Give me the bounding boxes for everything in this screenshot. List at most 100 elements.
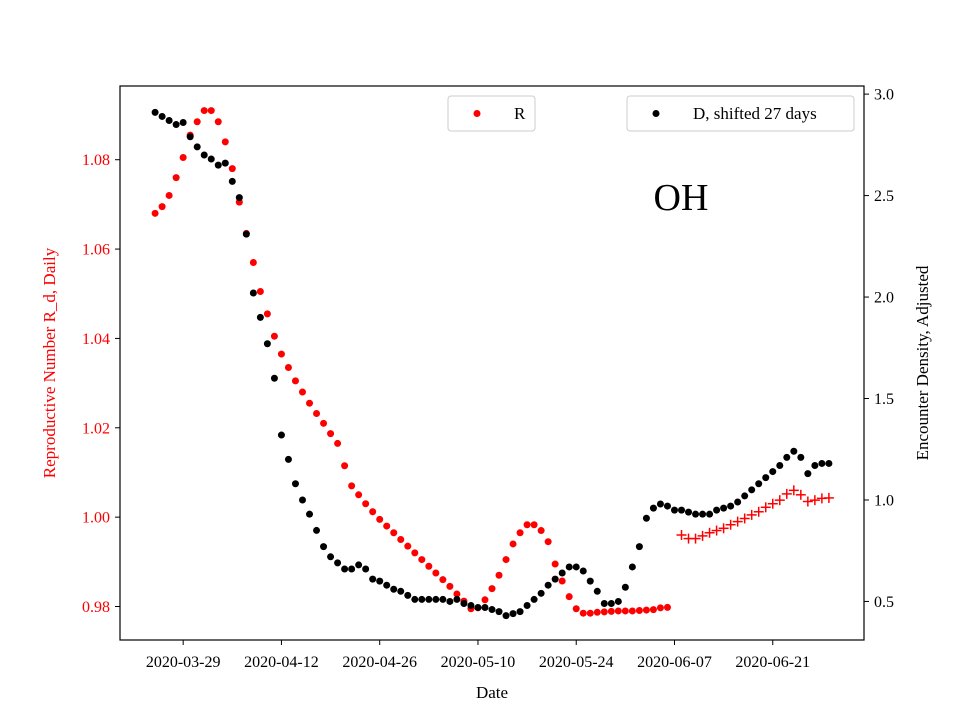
d-point xyxy=(383,581,391,589)
state-label: OH xyxy=(654,177,709,219)
d-point xyxy=(530,595,538,603)
r-point xyxy=(530,521,538,529)
d-point xyxy=(762,474,770,482)
r-point xyxy=(193,118,201,126)
d-point xyxy=(179,119,187,127)
d-point xyxy=(481,604,489,612)
d-point xyxy=(755,480,763,488)
d-point xyxy=(537,589,545,597)
r-point xyxy=(663,603,671,611)
legend-d-marker xyxy=(652,110,660,117)
d-point xyxy=(572,563,580,571)
d-point xyxy=(207,155,215,163)
d-point xyxy=(249,289,257,297)
d-point xyxy=(811,461,819,469)
r-point xyxy=(432,569,440,577)
r-point xyxy=(621,607,629,615)
d-point xyxy=(600,599,608,607)
d-point xyxy=(649,504,657,512)
d-point xyxy=(502,612,510,620)
r-point xyxy=(327,430,335,438)
d-point xyxy=(825,459,833,467)
legend-d: D, shifted 27 days xyxy=(626,95,855,132)
r-point-projected xyxy=(823,492,834,503)
x-tick-label: 2020-04-26 xyxy=(342,654,417,671)
d-point xyxy=(193,143,201,151)
d-point xyxy=(474,604,482,612)
d-point xyxy=(720,504,728,512)
r-point xyxy=(390,529,398,537)
d-point xyxy=(362,565,370,573)
r-point xyxy=(607,607,615,615)
r-point xyxy=(151,209,159,217)
d-point xyxy=(509,610,517,618)
r-point xyxy=(249,258,257,266)
r-point xyxy=(369,508,377,516)
d-point xyxy=(776,461,784,469)
d-point xyxy=(818,459,826,467)
r-point xyxy=(214,118,222,126)
d-point xyxy=(706,510,714,518)
d-point xyxy=(551,575,559,583)
r-point xyxy=(348,482,356,490)
d-point xyxy=(713,506,721,514)
r-point xyxy=(523,521,531,529)
d-point xyxy=(298,496,306,504)
d-point xyxy=(291,480,299,488)
r-point xyxy=(565,593,573,601)
d-point xyxy=(313,526,321,534)
r-point xyxy=(200,107,208,115)
r-point-projected xyxy=(690,533,701,544)
y-right-tick-label: 1.0 xyxy=(874,492,894,509)
r-point xyxy=(179,153,187,161)
r-point xyxy=(502,556,510,564)
r-point xyxy=(418,556,426,564)
r-point-projected xyxy=(676,530,687,541)
r-point-projected xyxy=(704,527,715,538)
r-point xyxy=(544,538,552,546)
d-point xyxy=(544,581,552,589)
r-point xyxy=(425,562,433,570)
d-point xyxy=(495,608,503,616)
r-point xyxy=(277,350,285,358)
r-point xyxy=(411,549,419,557)
d-point xyxy=(425,595,433,603)
r-point xyxy=(537,527,545,535)
r-point xyxy=(488,585,496,593)
d-point xyxy=(741,492,749,500)
r-point xyxy=(453,590,461,598)
d-point xyxy=(727,502,735,510)
r-point-projected xyxy=(711,525,722,536)
r-point-projected xyxy=(781,488,792,499)
r-point xyxy=(642,606,650,614)
r-point xyxy=(207,107,215,115)
x-tick-label: 2020-06-07 xyxy=(637,654,712,671)
d-point xyxy=(734,498,742,506)
r-point-projected xyxy=(753,506,764,517)
r-point xyxy=(306,399,314,407)
r-point xyxy=(221,138,229,146)
d-point xyxy=(614,597,622,605)
legend-d-frame xyxy=(626,95,855,132)
d-point xyxy=(523,602,531,610)
plot-frame xyxy=(119,85,865,641)
d-point xyxy=(214,161,222,169)
r-point xyxy=(158,203,166,211)
d-point xyxy=(348,565,356,573)
d-point xyxy=(186,133,194,141)
r-point xyxy=(284,363,292,371)
r-point xyxy=(383,522,391,530)
d-point xyxy=(446,597,454,605)
d-point xyxy=(327,553,335,561)
d-point xyxy=(699,510,707,518)
d-point xyxy=(242,230,250,238)
d-point xyxy=(607,599,615,607)
x-tick-label: 2020-05-24 xyxy=(539,654,614,671)
d-point xyxy=(355,561,363,569)
r-point-projected xyxy=(697,530,708,541)
r-point xyxy=(256,288,264,296)
y-left-tick-label: 1.06 xyxy=(82,242,110,259)
r-point xyxy=(600,608,608,616)
r-point xyxy=(481,596,489,604)
